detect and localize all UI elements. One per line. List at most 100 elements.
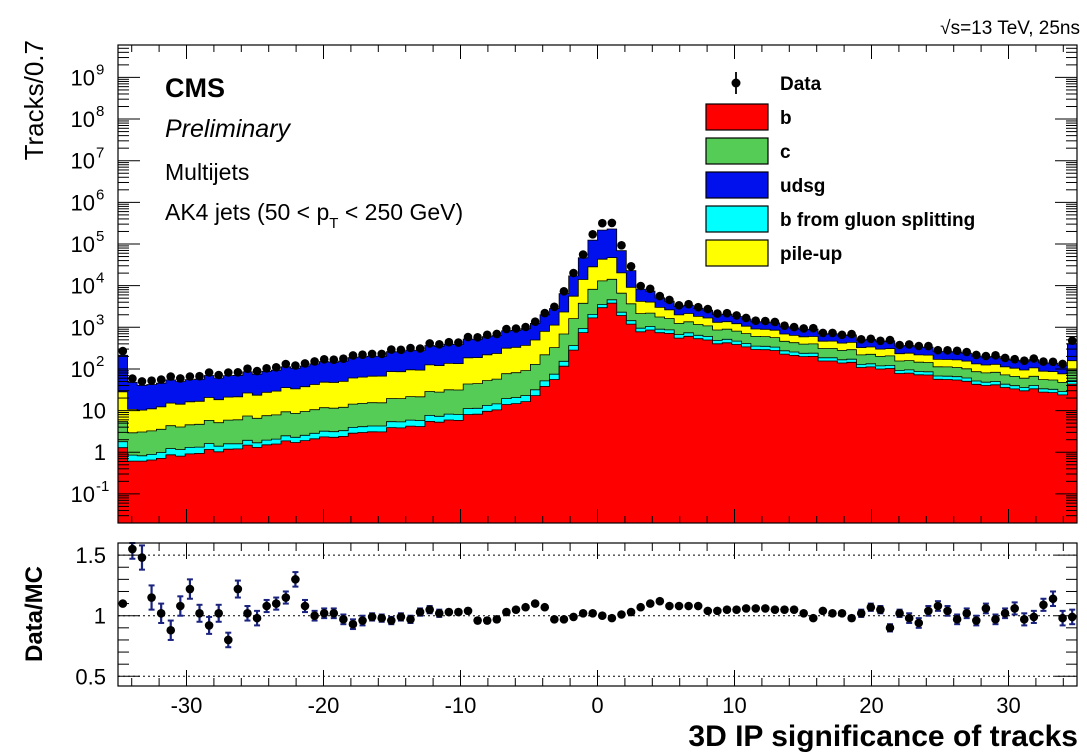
ratio-point: [377, 613, 387, 623]
data-point: [128, 374, 137, 383]
y-tick-exponent: 9: [96, 61, 104, 78]
data-point: [598, 218, 607, 228]
ratio-point: [588, 608, 598, 618]
data-point: [732, 311, 741, 320]
ratio-point: [185, 584, 195, 594]
ratio-point: [713, 606, 722, 616]
data-point: [578, 250, 588, 259]
data-point: [348, 351, 358, 360]
ratio-point: [291, 575, 300, 584]
ratio-point: [684, 601, 693, 611]
data-point: [550, 302, 559, 312]
ratio-point: [243, 608, 252, 618]
ratio-point: [367, 612, 377, 622]
data-point: [780, 321, 789, 331]
ratio-point: [223, 635, 233, 645]
ratio-y-tick-label: 0.5: [75, 664, 106, 689]
y-tick-label: 10: [71, 232, 95, 257]
data-point: [166, 372, 175, 381]
data-point: [406, 343, 415, 353]
ratio-point: [521, 602, 530, 612]
data-point: [991, 351, 1000, 360]
selection-label: Multijets: [165, 159, 249, 185]
data-point: [856, 335, 866, 344]
ratio-point: [310, 611, 319, 621]
ratio-point: [1048, 594, 1058, 604]
ratio-point: [818, 606, 828, 616]
legend-label: b from gluon splitting: [780, 210, 975, 231]
ratio-point: [732, 605, 741, 614]
ratio-point: [808, 613, 818, 623]
ratio-point: [617, 610, 626, 619]
data-point: [655, 291, 665, 301]
cms-label: CMS: [165, 73, 225, 103]
data-point: [147, 376, 156, 386]
x-tick-label: 0: [591, 693, 603, 718]
data-point: [674, 301, 684, 310]
ratio-point: [847, 613, 856, 623]
ratio-point: [540, 602, 550, 612]
data-point: [904, 340, 914, 349]
ratio-point: [876, 605, 885, 614]
data-point: [137, 377, 147, 386]
ratio-point: [722, 605, 732, 614]
y-tick-label: 10: [71, 315, 95, 340]
y-tick-label: 10: [71, 149, 95, 174]
ratio-point: [425, 605, 434, 614]
data-point: [1020, 356, 1029, 366]
ratio-point: [530, 599, 540, 608]
data-point: [1067, 336, 1077, 346]
ratio-point: [837, 608, 847, 618]
ratio-point: [597, 611, 607, 621]
data-point: [1039, 357, 1048, 366]
ratio-point: [885, 623, 895, 633]
ratio-point: [991, 615, 1000, 624]
y-tick-exponent: 3: [96, 311, 104, 328]
jet-selection-post: < 250 GeV): [338, 199, 463, 225]
main-y-axis-label: Tracks/0.7: [19, 40, 49, 160]
ratio-point: [252, 613, 262, 623]
data-point: [281, 359, 291, 369]
ratio-point: [665, 601, 674, 611]
preliminary-label: Preliminary: [165, 115, 292, 143]
data-point: [722, 308, 732, 318]
ratio-point: [1067, 612, 1077, 622]
data-point: [837, 330, 847, 340]
ratio-point: [348, 619, 358, 629]
ratio-point: [828, 608, 837, 618]
ratio-point: [396, 612, 406, 622]
data-point: [511, 324, 521, 333]
ratio-point: [962, 608, 972, 618]
data-point: [367, 349, 377, 359]
data-point: [741, 313, 751, 323]
y-tick-label: 10: [82, 399, 106, 424]
data-point: [636, 281, 645, 291]
data-point: [204, 368, 214, 377]
ratio-point: [482, 616, 492, 625]
data-point: [818, 328, 828, 338]
ratio-point: [156, 608, 166, 618]
data-point: [339, 354, 348, 364]
stacked-histograms: [117, 228, 1078, 524]
legend-label: b: [780, 108, 792, 129]
y-tick-label: 10: [71, 65, 95, 90]
legend: Data bc udsg b from gluon splitting pile-up: [705, 72, 975, 267]
y-tick-label: 10: [71, 357, 95, 382]
x-tick-label: -20: [308, 693, 340, 718]
legend-swatch-b: [705, 103, 769, 131]
ratio-point: [972, 616, 981, 625]
ratio-point: [569, 612, 578, 622]
ratio-point: [434, 608, 444, 618]
ratio-point: [761, 604, 770, 613]
data-point: [847, 329, 856, 339]
data-point: [952, 346, 962, 356]
data-point: [943, 346, 952, 355]
ratio-points: [118, 542, 1077, 649]
data-point: [1058, 359, 1067, 369]
legend-swatch-pu: [705, 239, 769, 267]
data-point: [559, 287, 569, 296]
ratio-y-tick-label: 1: [94, 604, 106, 629]
data-point: [435, 340, 444, 349]
legend-label: Data: [780, 74, 822, 95]
